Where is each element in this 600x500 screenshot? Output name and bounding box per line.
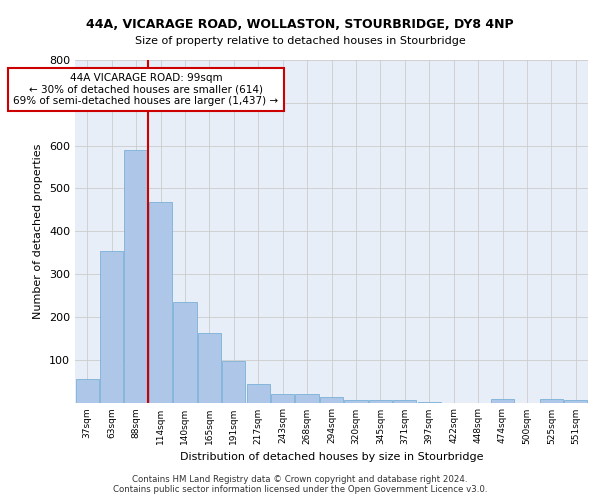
Bar bbox=[320, 396, 343, 402]
Bar bbox=[271, 394, 294, 402]
Bar bbox=[124, 150, 148, 403]
Bar bbox=[564, 400, 587, 402]
Bar bbox=[540, 399, 563, 402]
Bar bbox=[344, 400, 368, 402]
Text: Size of property relative to detached houses in Stourbridge: Size of property relative to detached ho… bbox=[134, 36, 466, 46]
Bar bbox=[491, 399, 514, 402]
Bar bbox=[369, 400, 392, 402]
Bar bbox=[198, 333, 221, 402]
Bar bbox=[173, 302, 197, 402]
Bar bbox=[222, 362, 245, 403]
X-axis label: Distribution of detached houses by size in Stourbridge: Distribution of detached houses by size … bbox=[180, 452, 483, 462]
Bar bbox=[295, 394, 319, 402]
Bar bbox=[76, 379, 99, 402]
Text: Contains HM Land Registry data © Crown copyright and database right 2024.
Contai: Contains HM Land Registry data © Crown c… bbox=[113, 474, 487, 494]
Bar bbox=[393, 400, 416, 402]
Text: 44A, VICARAGE ROAD, WOLLASTON, STOURBRIDGE, DY8 4NP: 44A, VICARAGE ROAD, WOLLASTON, STOURBRID… bbox=[86, 18, 514, 30]
Y-axis label: Number of detached properties: Number of detached properties bbox=[34, 144, 43, 319]
Bar bbox=[149, 202, 172, 402]
Bar bbox=[247, 384, 270, 402]
Bar bbox=[100, 250, 123, 402]
Text: 44A VICARAGE ROAD: 99sqm
← 30% of detached houses are smaller (614)
69% of semi-: 44A VICARAGE ROAD: 99sqm ← 30% of detach… bbox=[13, 73, 278, 106]
